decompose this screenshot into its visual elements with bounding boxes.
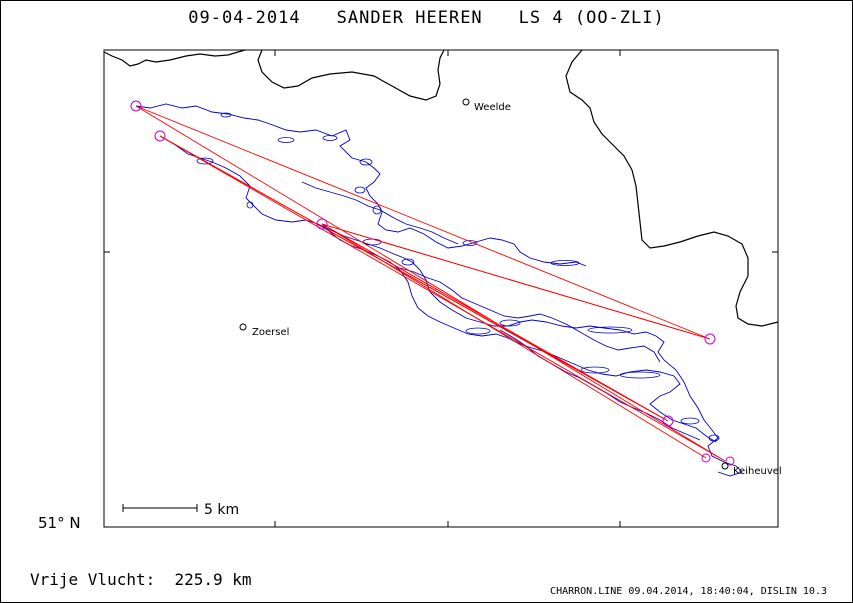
border-line-top-left	[103, 49, 246, 67]
town-dot	[721, 462, 729, 470]
task-leg-line	[135, 105, 726, 462]
scale-bar-label: 5 km	[204, 502, 239, 518]
axis-ticks	[104, 50, 778, 527]
plot-area	[103, 49, 779, 528]
task-legs	[135, 105, 726, 462]
distance-label: Vrije Vlucht:	[30, 570, 156, 589]
task-leg-line	[159, 135, 707, 459]
turnpoint-marker	[662, 415, 674, 427]
thermal-marker	[196, 157, 214, 165]
gps-track-segment	[321, 223, 717, 443]
thermal-marker	[354, 186, 366, 194]
turnpoint-marker	[130, 100, 142, 112]
gps-track-segment	[135, 103, 587, 267]
thermal-marker	[359, 158, 373, 166]
turnpoints	[130, 100, 735, 466]
gps-track-segment	[301, 181, 459, 245]
thermal-marker	[680, 417, 700, 425]
thermal-marker	[401, 258, 415, 266]
town-keiheuvel: Keiheuvel	[721, 462, 782, 477]
glider-name: LS 4 (OO-ZLI)	[518, 8, 665, 28]
footer-info: CHARRON.LINE 09.04.2014, 18:40:04, DISLI…	[550, 586, 827, 597]
gps-track-segment	[399, 267, 661, 363]
thermal-marker	[322, 135, 338, 141]
gps-track-segment	[499, 329, 701, 441]
turnpoint-marker	[704, 333, 716, 345]
thermal-marker	[372, 205, 382, 215]
turnpoint-marker	[154, 130, 166, 142]
thermal-circles	[196, 112, 720, 442]
thermal-marker	[246, 201, 254, 209]
task-leg-line	[321, 223, 711, 340]
thermal-marker	[277, 137, 295, 143]
turnpoint-marker	[316, 218, 328, 230]
town-dot	[239, 323, 247, 331]
latitude-label: 51° N	[38, 514, 81, 532]
thermal-marker	[499, 319, 521, 327]
flight-title: 09-04-2014 SANDER HEEREN LS 4 (OO-ZLI)	[0, 8, 853, 28]
gps-track	[135, 103, 743, 477]
gps-track-segment	[159, 135, 743, 477]
pilot-name: SANDER HEEREN	[336, 8, 483, 28]
thermal-marker	[462, 240, 478, 246]
town-dot	[462, 98, 470, 106]
turnpoint-marker	[701, 453, 711, 463]
turnpoint-marker	[725, 456, 735, 466]
border-lines	[103, 49, 779, 327]
thermal-marker	[580, 366, 610, 374]
flight-date: 09-04-2014	[188, 8, 301, 28]
scale-bar: 5 km	[122, 502, 239, 518]
thermal-marker	[465, 327, 491, 335]
thermal-marker	[550, 260, 580, 266]
distance-readout: Vrije Vlucht: 225.9 km	[30, 570, 252, 589]
thermal-marker	[587, 326, 633, 334]
border-line-top-center	[257, 49, 445, 101]
distance-value: 225.9 km	[174, 570, 252, 589]
thermal-marker	[619, 371, 661, 379]
thermal-marker	[220, 112, 232, 118]
town-weelde: Weelde	[462, 98, 511, 113]
town-label: Keiheuvel	[733, 466, 782, 477]
thermal-marker	[708, 434, 720, 442]
town-label: Weelde	[474, 102, 511, 113]
border-line-right	[565, 49, 779, 327]
town-label: Zoersel	[252, 327, 289, 338]
town-zoersel: Zoersel	[239, 323, 289, 338]
